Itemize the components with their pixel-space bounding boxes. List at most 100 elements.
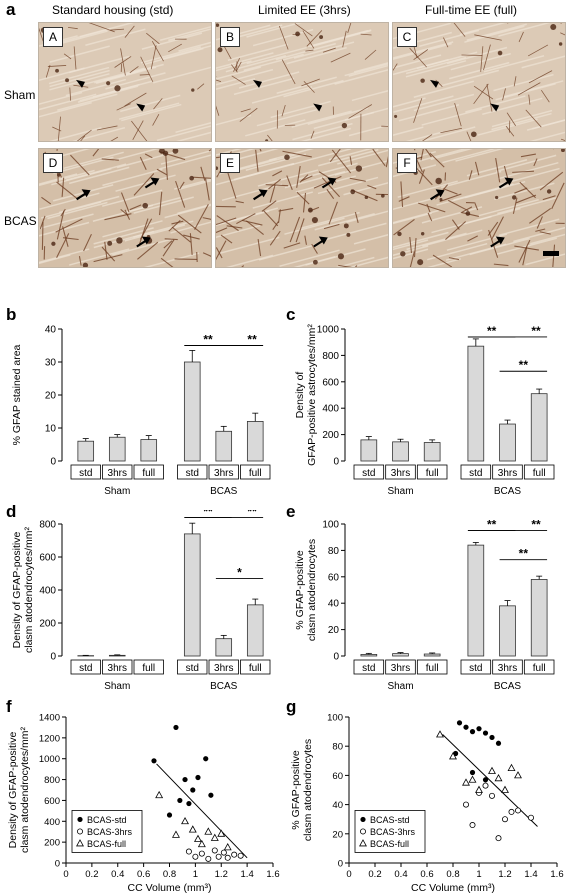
astrocyte-body: [343, 223, 349, 229]
category-box: [102, 464, 133, 480]
gfap-fiber: [129, 204, 142, 211]
gfap-fiber: [56, 210, 65, 240]
y-tick-label: 600: [39, 553, 56, 564]
x-tick-label: 0.6: [420, 869, 433, 880]
data-point: [482, 777, 489, 783]
gfap-fiber: [140, 56, 154, 83]
y-tick-label: 20: [328, 625, 340, 636]
astrocyte-body: [397, 231, 402, 237]
category-label: full: [426, 468, 439, 479]
astrocyte-body: [346, 232, 351, 237]
gfap-fiber: [519, 181, 536, 199]
data-point: [462, 778, 470, 786]
gfap-fiber: [418, 202, 446, 213]
gfap-fiber: [216, 215, 239, 232]
bar: [183, 533, 201, 657]
tissue-streak: [160, 149, 211, 165]
gfap-fiber: [120, 192, 130, 213]
tissue-streak: [464, 25, 525, 43]
data-point: [360, 828, 367, 835]
category-box: [177, 659, 208, 675]
gfap-fiber: [468, 170, 473, 180]
tissue-streak: [216, 68, 274, 86]
tissue-streak: [39, 101, 92, 118]
gfap-fiber: [560, 23, 562, 24]
gfap-fiber: [466, 131, 472, 141]
panel-b-label: b: [6, 305, 17, 324]
gfap-fiber: [432, 254, 453, 267]
group-label: Sham: [104, 486, 130, 497]
gfap-fiber: [263, 210, 279, 227]
bar: [108, 654, 126, 657]
tissue-streak: [393, 58, 449, 76]
category-label: 3hrs: [214, 663, 233, 674]
gfap-fiber: [137, 241, 159, 260]
y-tick-label: 40: [328, 599, 340, 610]
data-point: [476, 726, 482, 732]
group-label: Sham: [387, 486, 413, 497]
category-box: [385, 659, 416, 675]
gfap-fiber: [528, 70, 553, 84]
data-point: [190, 787, 196, 793]
tissue-streak: [291, 110, 352, 128]
arrow-icon: [504, 177, 514, 186]
legend-entry: BCAS-3hrs: [370, 827, 416, 837]
gfap-fiber: [536, 216, 543, 229]
tissue-streak: [77, 85, 139, 103]
tissue-streak: [286, 46, 347, 65]
data-point: [469, 822, 476, 829]
gfap-fiber: [56, 149, 58, 151]
gfap-fiber: [448, 257, 460, 261]
tissue-streak: [39, 248, 90, 264]
category-label: std: [79, 663, 92, 674]
tissue-streak: [49, 127, 102, 141]
gfap-fiber: [131, 120, 148, 141]
gfap-fiber: [265, 184, 289, 187]
y-tick-label: 0: [55, 859, 60, 870]
gfap-fiber: [516, 194, 537, 204]
gfap-fiber: [245, 220, 264, 236]
y-tick-label: 0: [50, 652, 56, 663]
y-tick-label: 1000: [317, 325, 340, 336]
gfap-fiber: [165, 154, 168, 180]
astrocyte-body: [380, 193, 385, 198]
tissue-streak: [442, 149, 497, 164]
tissue-streak: [233, 77, 295, 96]
tissue-streak: [39, 93, 97, 111]
gfap-fiber: [216, 105, 220, 116]
tissue-streak: [252, 28, 314, 47]
gfap-fiber: [220, 234, 233, 244]
gfap-fiber: [61, 177, 65, 197]
gfap-fiber: [281, 59, 296, 85]
tissue-streak: [156, 125, 211, 141]
tissue-streak: [85, 28, 146, 46]
category-label: 3hrs: [108, 468, 127, 479]
astrocyte-body: [189, 175, 194, 181]
gfap-fiber: [311, 243, 318, 254]
gfap-fiber: [443, 188, 458, 195]
tissue-streak: [334, 160, 388, 176]
tissue-streak: [530, 233, 565, 245]
column-header-3hrs: Limited EE (3hrs): [258, 3, 351, 17]
gfap-fiber: [296, 166, 301, 188]
tissue-streak: [350, 256, 388, 267]
astrocyte-body: [106, 81, 111, 86]
tissue-streak: [498, 23, 551, 37]
significance-label: **: [519, 547, 529, 561]
bar: [183, 361, 201, 462]
gfap-fiber: [439, 193, 462, 203]
gfap-fiber: [540, 89, 550, 103]
y-axis-label: Density of GFAP-positive: [7, 731, 19, 848]
data-point: [203, 756, 209, 762]
tissue-streak: [478, 198, 539, 217]
tissue-streak: [251, 86, 313, 104]
y-tick-label: 30: [45, 358, 57, 369]
group-label: BCAS: [210, 486, 238, 497]
category-box: [353, 464, 385, 480]
tissue-streak: [413, 93, 475, 112]
gfap-fiber: [200, 166, 206, 181]
tissue-streak: [421, 206, 483, 224]
gfap-fiber: [45, 64, 51, 78]
gfap-fiber: [235, 200, 244, 204]
arrow-icon: [258, 189, 268, 198]
